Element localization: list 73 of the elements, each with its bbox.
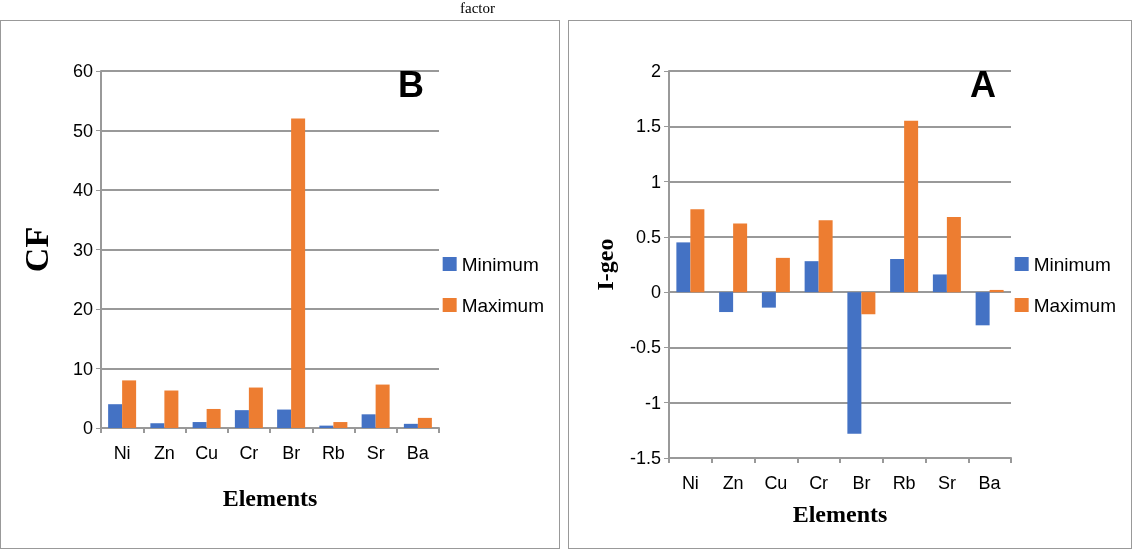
- x-tick-label: Br: [282, 443, 301, 463]
- bar: [122, 380, 137, 428]
- y-tick-label: 1.5: [635, 116, 661, 137]
- x-tick-label: Rb: [321, 443, 345, 463]
- bar: [676, 242, 691, 293]
- x-tick-label: Ba: [978, 473, 1002, 493]
- y-axis-title: I-geo: [592, 238, 618, 291]
- y-tick-label: 0.5: [635, 226, 661, 247]
- y-tick-label: -0.5: [629, 337, 661, 358]
- x-tick-label: Cu: [764, 473, 788, 493]
- bar: [690, 209, 705, 293]
- x-tick-label: Cr: [239, 443, 259, 463]
- bar: [277, 409, 292, 428]
- bar: [248, 387, 263, 428]
- legend-label: Minimum: [461, 253, 539, 275]
- x-tick-label: Ba: [406, 443, 430, 463]
- y-tick-label: -1: [644, 392, 661, 413]
- chart-title: A: [970, 63, 996, 105]
- bar: [164, 390, 179, 428]
- chart-title: B: [398, 63, 424, 105]
- y-tick-label: 0: [650, 282, 661, 303]
- legend-label: Maximum: [1033, 294, 1117, 316]
- y-tick-label: 1: [650, 171, 661, 192]
- text: factor: [460, 0, 495, 16]
- y-tick-label: 10: [72, 358, 93, 379]
- bar: [206, 408, 221, 428]
- legend-label: Minimum: [1033, 253, 1111, 275]
- x-tick-label: Ni: [681, 473, 699, 493]
- bar: [417, 417, 432, 428]
- x-tick-label: Rb: [892, 473, 916, 493]
- bar: [904, 120, 919, 293]
- bar: [719, 292, 734, 313]
- bar: [403, 423, 418, 428]
- y-tick-label: 0: [82, 418, 93, 438]
- bar: [761, 292, 776, 308]
- bar: [861, 292, 876, 315]
- bar: [361, 414, 376, 428]
- y-tick-label: 20: [72, 299, 93, 319]
- x-tick-label: Cu: [195, 443, 219, 463]
- bar: [375, 384, 390, 428]
- x-axis-title: Elements: [222, 485, 318, 511]
- bar: [733, 223, 748, 293]
- bar: [989, 289, 1004, 293]
- x-axis-title: Elements: [792, 501, 888, 527]
- x-tick-label: Br: [852, 473, 871, 493]
- y-tick-label: 30: [72, 239, 93, 260]
- x-tick-label: Cr: [809, 473, 829, 493]
- bar: [333, 422, 348, 428]
- bar: [775, 257, 790, 293]
- bar: [890, 258, 905, 293]
- y-tick-label: -1.5: [629, 448, 661, 468]
- bar: [108, 404, 123, 428]
- y-tick-label: 2: [650, 61, 661, 81]
- bar: [804, 261, 819, 293]
- y-axis-title: CF: [17, 226, 55, 273]
- x-tick-label: Ni: [113, 443, 131, 463]
- x-tick-label: Zn: [153, 443, 175, 463]
- legend-label: Maximum: [461, 294, 545, 316]
- x-tick-label: Sr: [937, 473, 956, 493]
- bar: [150, 423, 165, 428]
- bar: [192, 422, 207, 428]
- bar: [818, 220, 833, 293]
- x-tick-label: Sr: [366, 443, 385, 463]
- y-tick-label: 40: [72, 180, 93, 200]
- x-tick-label: Zn: [722, 473, 744, 493]
- bar: [234, 410, 249, 428]
- bar: [932, 274, 947, 293]
- y-tick-label: 60: [72, 61, 93, 81]
- bar: [847, 292, 862, 434]
- bar: [291, 118, 306, 428]
- bar: [975, 292, 990, 326]
- y-tick-label: 50: [72, 120, 93, 141]
- bar: [946, 216, 961, 293]
